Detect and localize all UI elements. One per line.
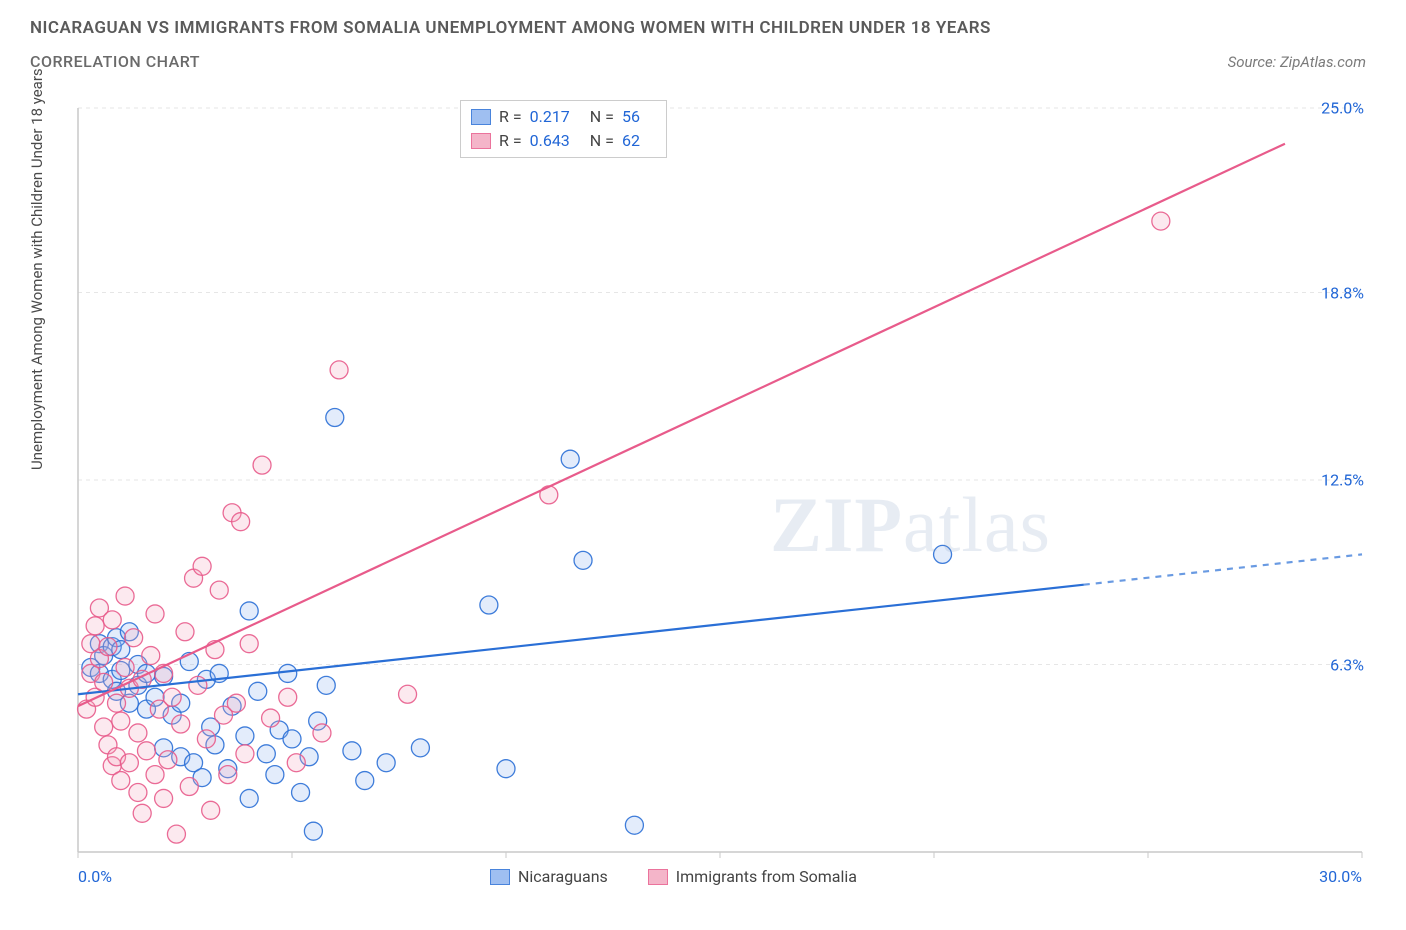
chart-title: NICARAGUAN VS IMMIGRANTS FROM SOMALIA UN… — [30, 18, 1376, 38]
legend-label-2: Immigrants from Somalia — [676, 867, 857, 886]
legend-item-2: Immigrants from Somalia — [648, 867, 857, 886]
series-legend: Nicaraguans Immigrants from Somalia — [490, 867, 857, 886]
r-label: R = — [499, 105, 522, 129]
correlation-legend: R = 0.217 N = 56 R = 0.643 N = 62 — [460, 100, 667, 158]
n-value-2: 62 — [622, 129, 640, 153]
swatch-series-2 — [471, 133, 491, 149]
chart-subtitle: CORRELATION CHART — [30, 52, 200, 71]
legend-row-series-2: R = 0.643 N = 62 — [471, 129, 652, 153]
legend-item-1: Nicaraguans — [490, 867, 608, 886]
source-label: Source: ZipAtlas.com — [1228, 53, 1376, 71]
y-tick-label: 25.0% — [1321, 99, 1364, 118]
y-tick-label: 6.3% — [1330, 655, 1364, 674]
swatch-series-2-icon — [648, 869, 668, 885]
swatch-series-1-icon — [490, 869, 510, 885]
scatter-plot — [70, 100, 1370, 880]
y-tick-label: 12.5% — [1321, 471, 1364, 490]
x-axis-max-label: 30.0% — [1319, 867, 1362, 886]
n-label: N = — [590, 129, 614, 153]
y-axis-label: Unemployment Among Women with Children U… — [28, 68, 46, 470]
legend-row-series-1: R = 0.217 N = 56 — [471, 105, 652, 129]
r-label: R = — [499, 129, 522, 153]
n-value-1: 56 — [622, 105, 640, 129]
x-axis-min-label: 0.0% — [78, 867, 112, 886]
swatch-series-1 — [471, 109, 491, 125]
y-tick-label: 18.8% — [1321, 283, 1364, 302]
r-value-2: 0.643 — [530, 129, 570, 153]
legend-label-1: Nicaraguans — [518, 867, 608, 886]
chart-area: ZIPatlas R = 0.217 N = 56 R = 0.643 N = … — [70, 100, 1370, 880]
r-value-1: 0.217 — [530, 105, 570, 129]
n-label: N = — [590, 105, 614, 129]
